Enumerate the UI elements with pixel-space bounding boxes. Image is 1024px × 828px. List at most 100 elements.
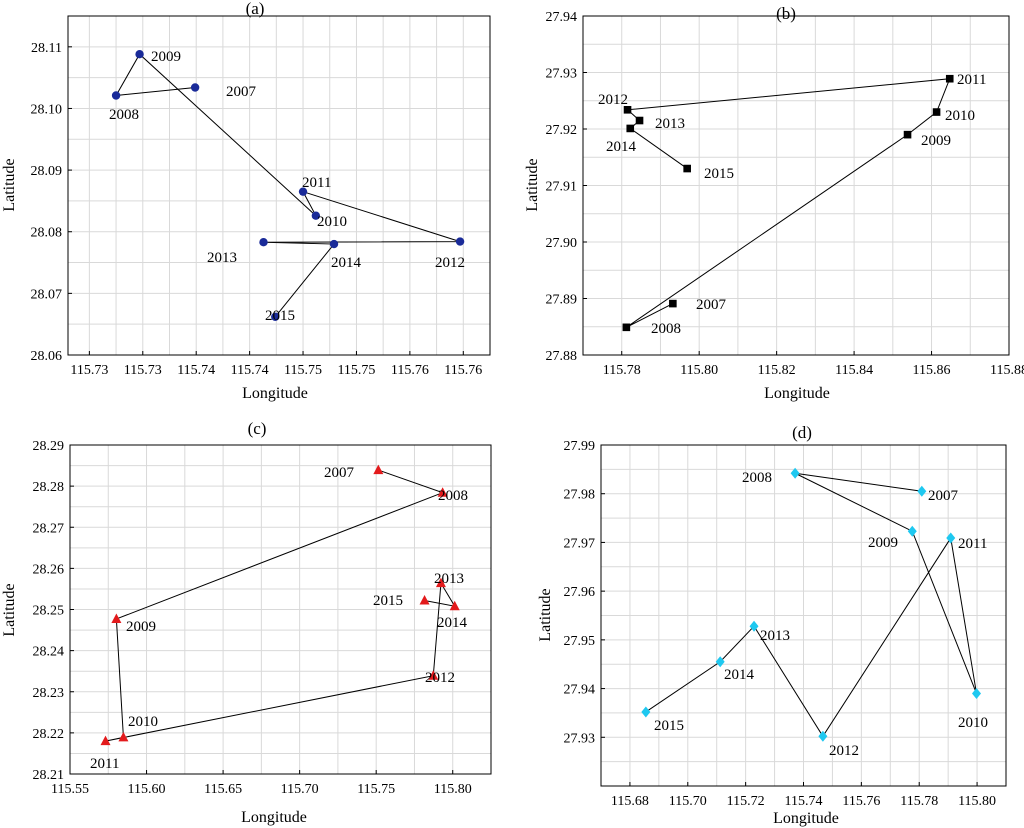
panel-a-y-tick-label-2: 28.08 [31, 226, 63, 241]
panel-a-x-tick-label-7: 115.76 [444, 363, 482, 378]
panel-b-x-tick-label-2: 115.82 [758, 363, 796, 378]
panel-c-marker-2010 [118, 731, 129, 742]
panel-d-y-tick-label-0: 27.93 [564, 731, 596, 746]
panel-a-grid [68, 15, 491, 356]
panel-a-label-2015: 2015 [265, 308, 295, 324]
panel-d-y-tick-label-5: 27.98 [564, 488, 596, 503]
panel-d-x-axis-title: Longitude [773, 810, 839, 827]
panel-d-marker-2008 [790, 467, 800, 479]
panel-b-marker-2014 [626, 124, 635, 133]
panel-c-label-2007: 2007 [324, 465, 355, 481]
panel-c-marker-2014 [449, 600, 460, 611]
panel-a-point-labels: 2007 2008 2009 2010 2011 2012 2013 2014 … [109, 49, 465, 324]
panel-a-frame [67, 15, 491, 356]
panel-d-marker-2011 [946, 532, 956, 544]
panel-b-y-tick-label-4: 27.92 [546, 123, 578, 138]
panel-c-marker-2007 [373, 464, 384, 475]
panel-a-label-2011: 2011 [302, 175, 331, 191]
panel-a-y-tick-label-5: 28.11 [31, 41, 62, 56]
panel-b-label-2009: 2009 [921, 133, 951, 149]
panel-b-y-tick-label-1: 27.89 [546, 293, 578, 308]
panel-c-label-2013: 2013 [434, 571, 464, 587]
panel-a-y-tick-label-4: 28.10 [31, 102, 63, 117]
panel-a-x-tick-label-3: 115.74 [231, 363, 269, 378]
panel-b-x-tick-label-3: 115.84 [835, 363, 873, 378]
panel-c-x-tick-label-3: 115.70 [281, 782, 319, 797]
panel-d-y-tick-label-2: 27.95 [564, 634, 596, 649]
panel-a-y-tick-label-1: 28.07 [31, 287, 63, 302]
panel-b-x-tick-label-5: 115.88 [990, 363, 1024, 378]
panel-a-y-axis-title: Latitude [1, 158, 18, 211]
panel-a-label-2008: 2008 [109, 107, 139, 123]
panel-a-x-tick-label-1: 115.73 [124, 363, 162, 378]
panel-a-x-ticks: 115.73 115.73 115.74 115.74 115.75 115.75 115.… [70, 351, 482, 378]
panel-d-marker-2007 [917, 485, 927, 497]
panel-b-label-2007: 2007 [696, 297, 727, 313]
panel-b-marker-2015 [683, 164, 691, 173]
panel-a-marker-2007 [190, 83, 200, 92]
panel-a-marker-2010 [311, 211, 321, 220]
panel-c-y-tick-label-1: 28.22 [33, 727, 65, 742]
panel-a: 2007 2008 2009 2010 2011 2012 2013 2014 … [1, 0, 491, 402]
panel-c-label-2012: 2012 [425, 670, 455, 686]
panel-b-y-tick-label-6: 27.94 [546, 10, 578, 25]
panel-a-label-2007: 2007 [226, 84, 257, 100]
panel-c-marker-2013 [435, 577, 446, 588]
panel-b-label-2014: 2014 [606, 139, 637, 155]
panel-c-x-tick-label-0: 115.55 [51, 782, 89, 797]
panel-d-label-2011: 2011 [958, 536, 987, 552]
panel-c-label-2010: 2010 [128, 714, 158, 730]
panel-c-marker-2011 [100, 735, 111, 746]
panel-b: 2007 2008 2009 2010 2011 2012 2013 2014 … [524, 4, 1024, 402]
panel-b-label-2011: 2011 [957, 72, 986, 88]
panel-d-x-tick-label-5: 115.78 [900, 794, 938, 809]
panel-a-markers [111, 50, 465, 321]
panel-b-y-tick-label-2: 27.90 [546, 236, 578, 251]
panel-a-x-tick-label-6: 115.76 [391, 363, 429, 378]
panel-b-title: (b) [776, 4, 796, 23]
panel-d-x-tick-label-0: 115.68 [611, 794, 649, 809]
panel-b-y-tick-label-3: 27.91 [546, 180, 578, 195]
panel-a-label-2009: 2009 [151, 49, 181, 65]
panel-b-label-2015: 2015 [704, 166, 734, 182]
panel-a-x-tick-label-2: 115.74 [177, 363, 215, 378]
panel-c-marker-2009 [111, 613, 122, 623]
panel-d-marker-2014 [715, 656, 725, 668]
panel-c-label-2015: 2015 [373, 593, 403, 609]
panel-b-y-ticks: 27.88 27.89 27.90 27.91 27.92 27.93 27.94 [546, 10, 587, 364]
panel-d-x-tick-label-6: 115.80 [958, 794, 996, 809]
panel-c-markers [100, 464, 460, 746]
panel-c-y-tick-label-0: 28.21 [33, 768, 65, 783]
panel-a-marker-2008 [111, 91, 121, 100]
panel-d-label-2013: 2013 [760, 628, 790, 644]
panel-c-marker-2012 [428, 670, 439, 680]
panel-d-marker-2010 [971, 687, 981, 699]
panel-a-x-axis-title: Longitude [242, 385, 308, 402]
panel-d-y-tick-label-6: 27.99 [564, 439, 596, 454]
panel-d-markers [641, 467, 981, 742]
panel-c-x-tick-label-2: 115.65 [204, 782, 242, 797]
panel-a-x-tick-label-0: 115.73 [70, 363, 108, 378]
panel-b-markers [622, 74, 954, 332]
panel-b-label-2012: 2012 [598, 92, 628, 108]
panel-b-y-tick-label-0: 27.88 [546, 349, 578, 364]
panel-d-x-ticks: 115.68 115.70 115.72 115.74 115.76 115.78 115.… [611, 782, 996, 809]
panel-d-y-tick-label-1: 27.94 [564, 683, 596, 698]
panel-d-label-2014: 2014 [724, 667, 755, 683]
panel-a-label-2012: 2012 [435, 255, 465, 271]
panel-c-y-tick-label-7: 28.28 [33, 480, 65, 495]
panel-d-label-2008: 2008 [742, 470, 772, 486]
panel-b-x-tick-label-1: 115.80 [680, 363, 718, 378]
panel-d-label-2012: 2012 [829, 743, 859, 759]
panel-c-marker-2015 [419, 594, 430, 605]
panel-b-marker-2007 [669, 299, 677, 308]
panel-a-background [68, 16, 490, 355]
panel-c-title: (c) [248, 419, 267, 438]
panel-a-x-tick-label-4: 115.75 [284, 363, 322, 378]
panel-c-y-tick-label-2: 28.23 [33, 686, 65, 701]
panel-a-y-tick-label-0: 28.06 [31, 349, 63, 364]
panel-c-y-axis-title: Latitude [1, 583, 18, 636]
panel-d-x-tick-label-3: 115.74 [785, 794, 823, 809]
panel-d-label-2010: 2010 [958, 715, 988, 731]
panel-d-point-labels: 2007 2008 2009 2010 2011 2012 2013 2014 … [654, 470, 988, 759]
